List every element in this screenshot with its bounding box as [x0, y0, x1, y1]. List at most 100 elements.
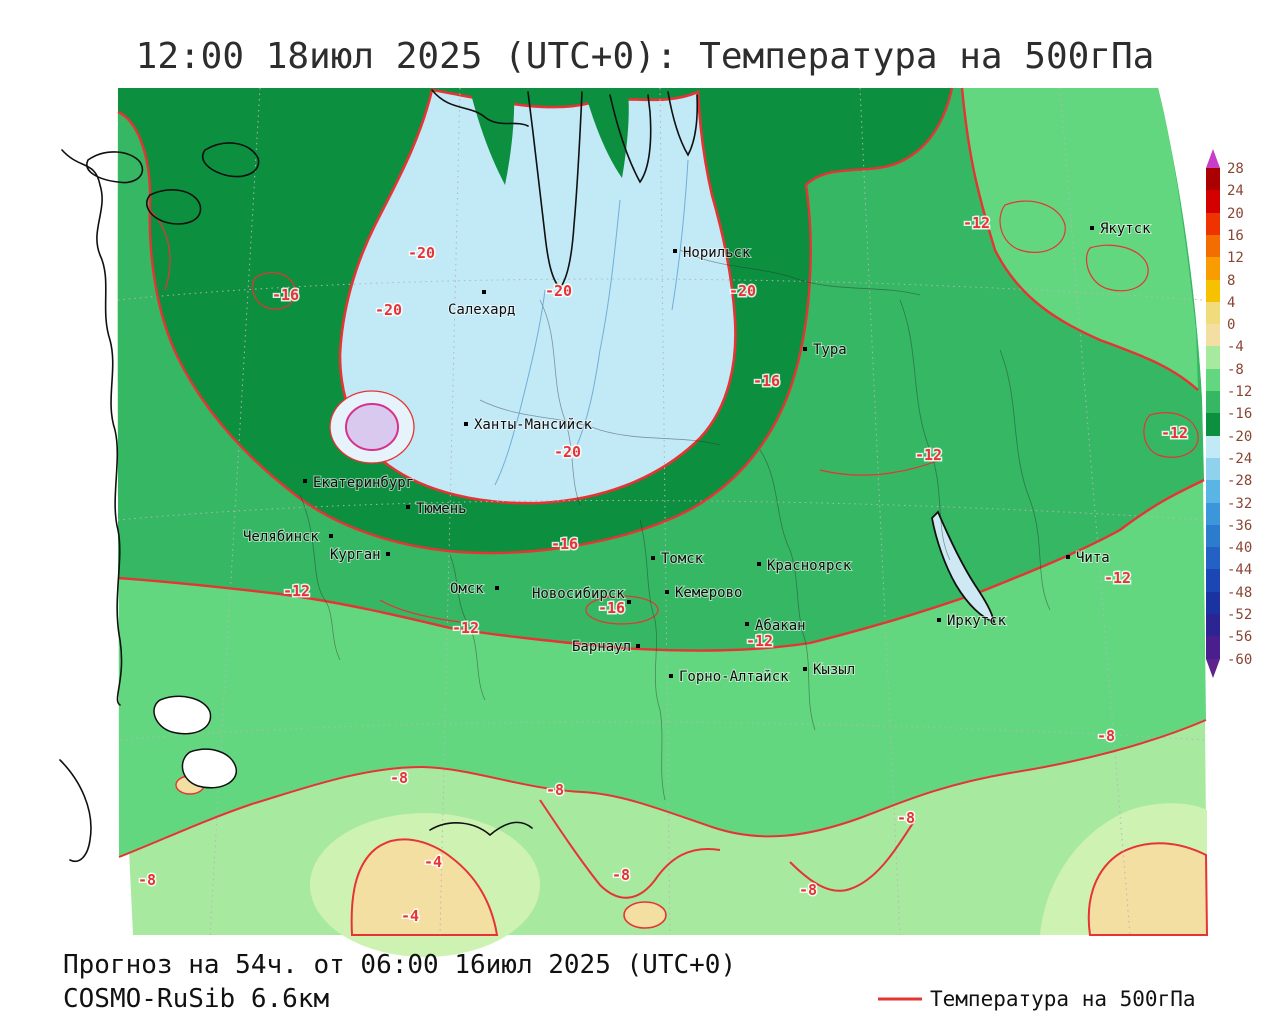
city-dot — [406, 505, 410, 509]
colorbar-cell — [1206, 436, 1220, 459]
colorbar-cell — [1206, 391, 1220, 414]
contour-label: -8 — [1097, 727, 1115, 745]
contour-loop — [999, 200, 1066, 253]
colorbar-tick: 16 — [1227, 228, 1244, 244]
colorbar-tick: -28 — [1227, 473, 1252, 489]
contour-line--8 — [539, 799, 721, 899]
colorbar-tick: 24 — [1227, 183, 1244, 199]
city-dot — [482, 290, 486, 294]
city-label: Кызыл — [813, 662, 855, 678]
colorbar-arrow-down — [1206, 659, 1220, 678]
city-label: Барнаул — [572, 639, 631, 655]
colorbar-cell — [1206, 592, 1220, 615]
contour-label: -20 — [554, 443, 581, 461]
coastline — [429, 821, 533, 837]
colorbar-tick: -36 — [1227, 518, 1252, 534]
city-dot — [386, 552, 390, 556]
colorbar-arrow-up — [1206, 149, 1220, 168]
admin-boundary — [639, 519, 666, 801]
colorbar-cell — [1206, 413, 1220, 436]
city-dot — [669, 674, 673, 678]
temperature-region-above--4 — [1087, 842, 1209, 936]
city-label: Кемерово — [675, 585, 742, 601]
graticule-line — [1059, 87, 1131, 936]
contour-label: -20 — [545, 282, 572, 300]
colorbar-cell — [1206, 280, 1220, 303]
graticule-line — [659, 87, 671, 936]
temperature-region-ne-corner — [962, 88, 1198, 390]
colorbar-tick: 4 — [1227, 295, 1235, 311]
colorbar-tick: -20 — [1227, 429, 1252, 445]
admin-boundary — [449, 554, 486, 701]
colorbar-tick: 20 — [1227, 206, 1244, 222]
colorbar-cell — [1206, 480, 1220, 503]
city-dot — [745, 622, 749, 626]
graticule-line — [439, 87, 461, 936]
temperature-region-peninsula — [585, 92, 629, 178]
lake-outline — [153, 695, 212, 735]
temperature-region-above--4 — [623, 901, 667, 929]
legend-label: Температура на 500гПа — [930, 987, 1196, 1011]
contour-line-minor — [149, 209, 171, 291]
admin-boundary — [479, 399, 721, 446]
graticule-line — [209, 87, 261, 936]
city-label: Абакан — [755, 618, 806, 634]
city-dot — [665, 590, 669, 594]
coastline — [61, 149, 123, 706]
graticule-line — [859, 87, 901, 936]
colorbar-tick: 28 — [1227, 161, 1244, 177]
lake-baikal — [931, 510, 996, 624]
colorbar-cell — [1206, 324, 1220, 347]
city-label: Чита — [1076, 550, 1110, 566]
contour-label: -12 — [1161, 424, 1188, 442]
contour-label: -8 — [799, 881, 817, 899]
colorbar-cell — [1206, 525, 1220, 548]
colorbar-cell — [1206, 369, 1220, 392]
contour-label: -4 — [424, 853, 442, 871]
city-label: Курган — [330, 547, 381, 563]
colorbar-tick: -52 — [1227, 607, 1252, 623]
city-label: Салехард — [448, 302, 515, 318]
colorbar-tick: -40 — [1227, 540, 1252, 556]
gulf-coastline-taz — [609, 94, 652, 184]
contour-label: -8 — [390, 769, 408, 787]
colorbar-cell — [1206, 636, 1220, 659]
contour-label: -4 — [401, 907, 419, 925]
city-dot — [303, 479, 307, 483]
city-label: Иркутск — [947, 613, 1007, 629]
footer: Прогноз на 54ч. от 06:00 16июл 2025 (UTC… — [63, 950, 1196, 1014]
contour-label: -20 — [375, 301, 402, 319]
colorbar-tick: -16 — [1227, 406, 1252, 422]
colorbar-tick: -4 — [1227, 339, 1244, 355]
contour-label: -8 — [546, 781, 564, 799]
contour-label: -16 — [272, 286, 299, 304]
cold-core-halo-contour — [329, 390, 415, 464]
city-dot — [1090, 226, 1094, 230]
island-outline — [146, 189, 202, 225]
city-label: Тура — [813, 342, 847, 358]
island-outline — [201, 142, 260, 178]
city-dot — [651, 556, 655, 560]
island-outline — [86, 151, 144, 184]
contour-line--16 — [117, 87, 954, 555]
city-dot — [464, 422, 468, 426]
coastline — [431, 89, 529, 127]
colorbar-tick: -48 — [1227, 585, 1252, 601]
colorbar-cell — [1206, 547, 1220, 570]
river-line — [494, 289, 546, 486]
colorbar-tick: -8 — [1227, 362, 1244, 378]
colorbar-tick: -44 — [1227, 562, 1252, 578]
contour-label: -16 — [753, 372, 780, 390]
city-label: Тюмень — [416, 501, 467, 517]
colorbar-cell — [1206, 503, 1220, 526]
contour-label: -12 — [1104, 569, 1131, 587]
city-dot — [627, 600, 631, 604]
colorbar-cell — [1206, 190, 1220, 213]
city-dot — [673, 249, 677, 253]
contour-line-minor — [379, 599, 461, 623]
contour-label: -12 — [746, 632, 773, 650]
colorbar-tick: -12 — [1227, 384, 1252, 400]
city-label: Томск — [661, 551, 704, 567]
gulf-coastline-yenisei — [667, 91, 699, 157]
city-label: Красноярск — [767, 558, 852, 574]
